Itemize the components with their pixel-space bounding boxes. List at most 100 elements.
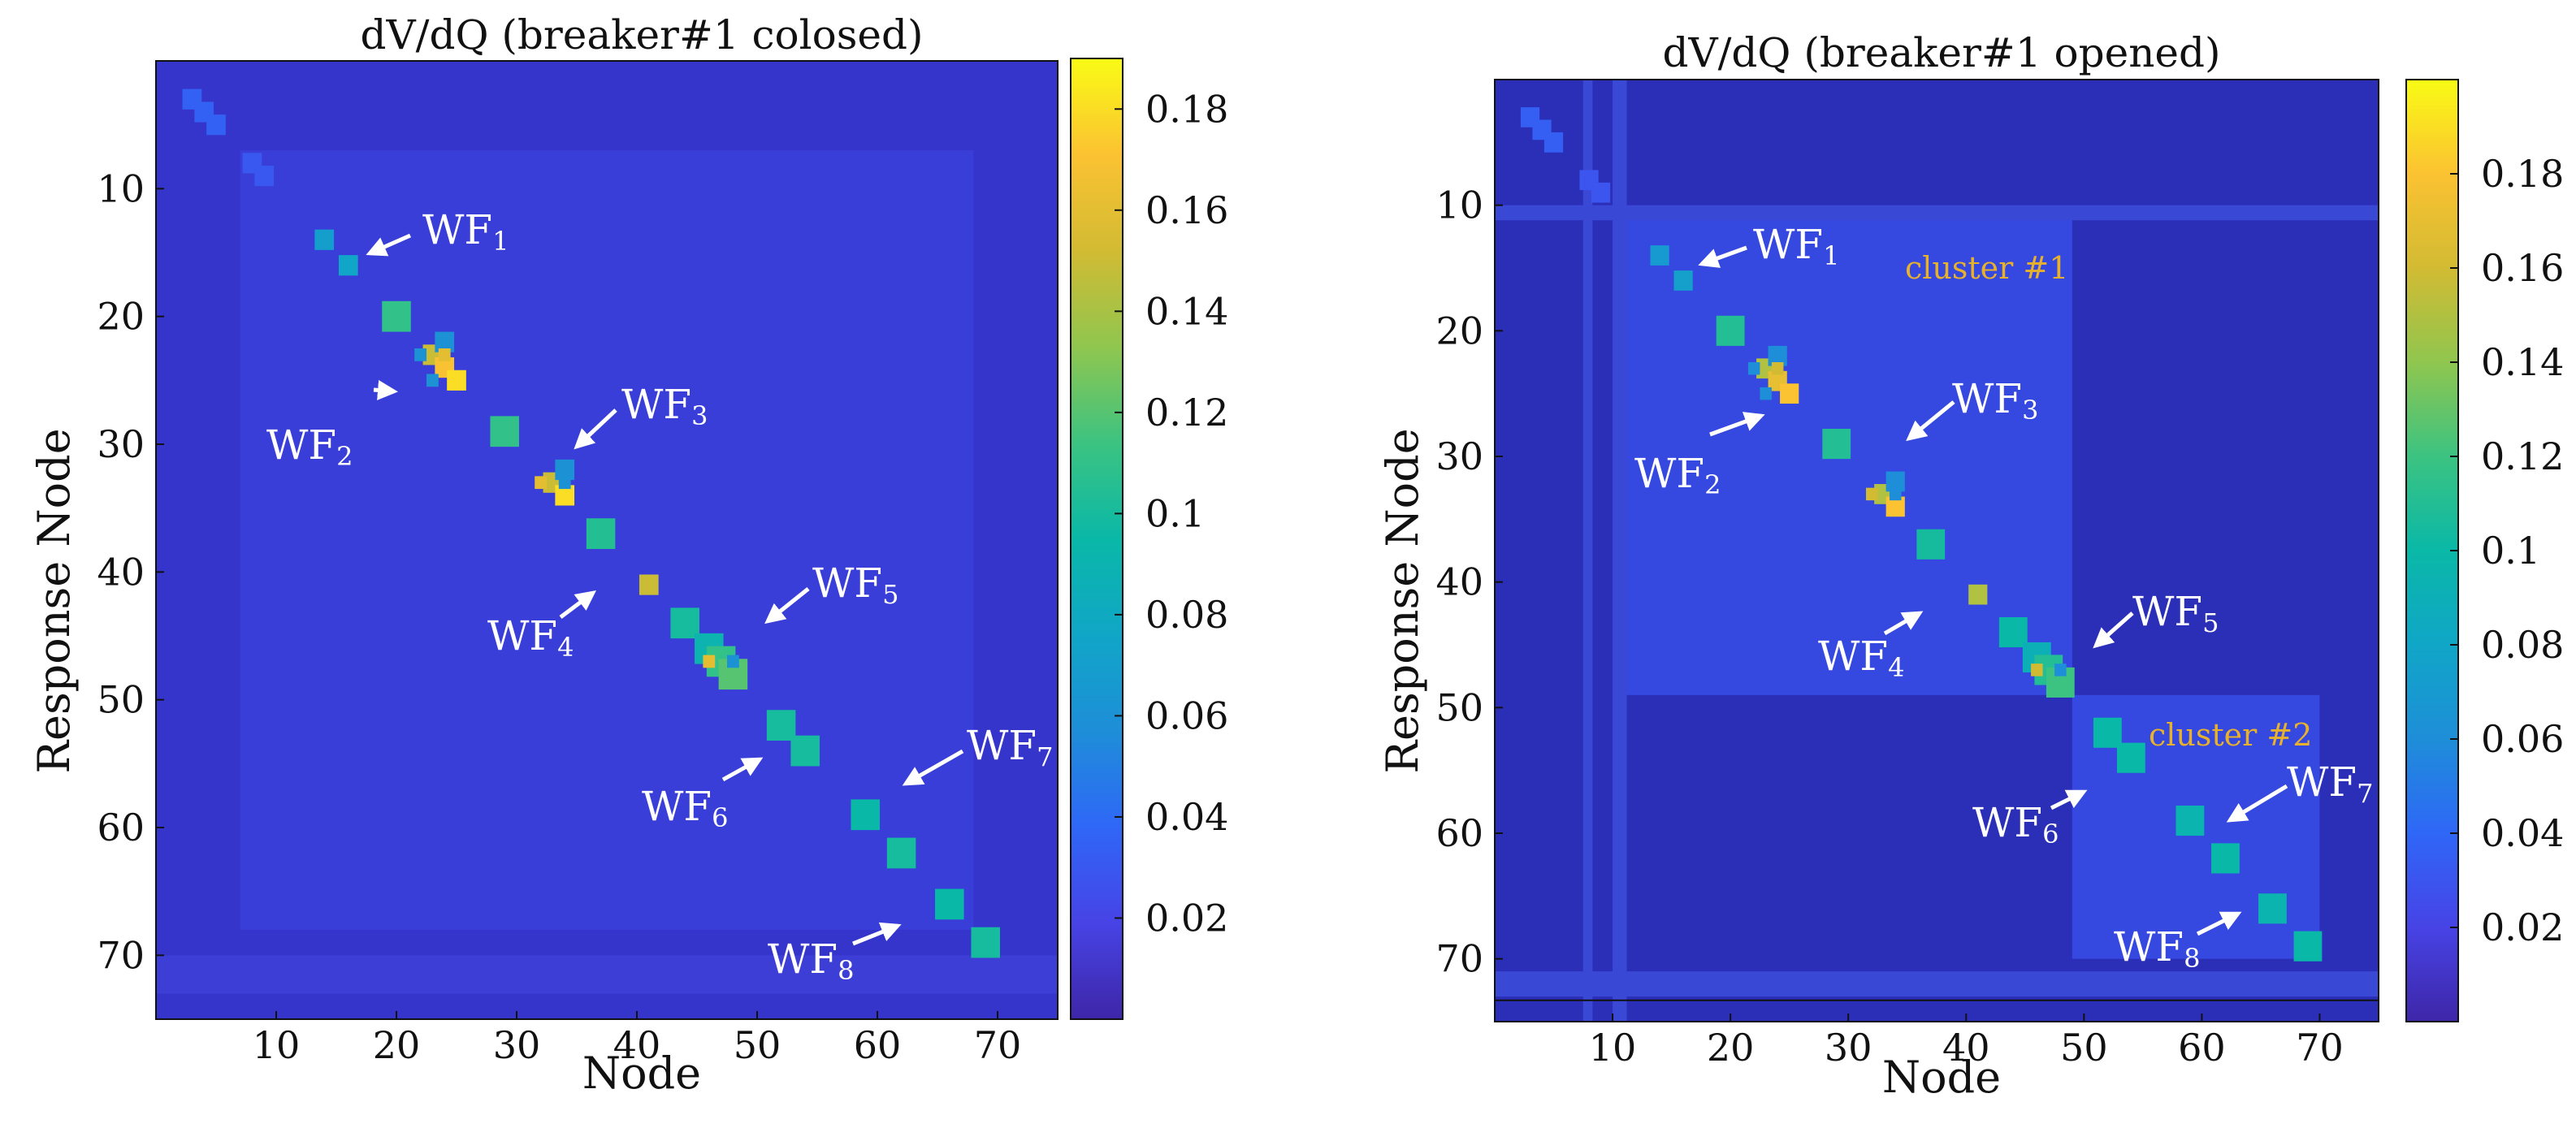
- colorbar-gradient: [1070, 58, 1123, 1020]
- colorbar-tick-label: 0.14: [2481, 340, 2564, 384]
- heatmap-cell: [1760, 387, 1772, 400]
- colorbar: 0.02 0.04 0.06 0.08 0.1 0.12 0.14 0.16 0.18: [2405, 79, 2564, 1022]
- annotation-label: WF4: [487, 612, 574, 663]
- heatmap-cell: [2176, 805, 2205, 836]
- heatmap-cell: [727, 655, 739, 668]
- x-tick-label: 10: [1589, 1026, 1637, 1070]
- annotation-label: WF5: [812, 560, 898, 610]
- heatmap-cell: [1673, 270, 1693, 291]
- x-tick-label: 40: [1942, 1026, 1990, 1070]
- y-tick-label: 20: [97, 295, 145, 339]
- annotation-arrow: [2093, 612, 2134, 649]
- annotation-label: WF8: [768, 936, 854, 986]
- colorbar: 0.02 0.04 0.06 0.08 0.1 0.12 0.14 0.16 0.18: [1070, 58, 1228, 1020]
- annotation-arrow: [559, 590, 596, 619]
- annotation-arrow: [1906, 400, 1955, 442]
- colorbar-tick-label: 0.12: [1145, 391, 1228, 434]
- annotations: WF1 WF2 WF3 WF4 WF5 WF6 WF7 WF8: [266, 206, 1053, 986]
- y-ticks: 10 20 30 40 50 60 70: [1435, 184, 1503, 981]
- heatmap-cell: [2116, 742, 2145, 773]
- heatmap-cell: [206, 115, 226, 136]
- annotation-label: WF3: [1952, 375, 2038, 426]
- heatmap-cell: [639, 574, 659, 595]
- heatmap-cell: [790, 735, 820, 767]
- annotation-label: WF1: [422, 206, 509, 257]
- annotation-label: WF6: [642, 783, 728, 833]
- annotation-label: WF7: [967, 722, 1053, 772]
- colorbar-gradient: [2405, 79, 2459, 1022]
- heatmap-cell: [1885, 496, 1905, 517]
- annotation-label: WF7: [2287, 758, 2373, 809]
- x-ticks: 10 20 30 40 50 60 70: [1589, 1013, 2344, 1070]
- heatmap-cell: [1747, 362, 1760, 375]
- x-axis-label: Node: [582, 1048, 701, 1099]
- colorbar-tick-label: 0.08: [1145, 593, 1228, 637]
- annotation-arrow: [366, 233, 412, 257]
- heatmap-cell: [558, 476, 571, 490]
- heatmap-cell: [886, 837, 916, 869]
- colorbar-tick-label: 0.14: [1145, 289, 1228, 333]
- annotation-label: WF6: [1972, 799, 2059, 849]
- heatmap-cell: [935, 888, 964, 920]
- x-tick-label: 70: [2296, 1026, 2344, 1070]
- colorbar-tick-label: 0.02: [1145, 896, 1228, 940]
- annotation-arrow: [373, 379, 398, 400]
- colorbar-tick-label: 0.12: [2481, 434, 2564, 478]
- annotation-arrow: [852, 922, 902, 946]
- y-tick-label: 60: [1435, 811, 1483, 855]
- y-axis-label: Response Node: [1377, 428, 1428, 773]
- heatmap-opened: dV/dQ (breaker#1 opened) 10 20 30 40 50 60 70 …: [1377, 29, 2564, 1103]
- annotation-label: WF5: [2132, 588, 2219, 638]
- y-tick-label: 50: [1435, 685, 1483, 729]
- heatmap-cell: [1968, 584, 1988, 605]
- x-ticks: 10 20 30 40 50 60 70: [253, 1011, 1022, 1067]
- cluster-label: cluster #2: [2149, 717, 2312, 753]
- heatmap-cell: [1716, 315, 1745, 346]
- heatmap-cell: [1865, 487, 1878, 501]
- heatmap-cell: [2054, 663, 2067, 676]
- x-tick-label: 20: [373, 1023, 421, 1067]
- y-tick-label: 70: [97, 933, 145, 977]
- y-axis-label: Response Node: [28, 428, 80, 773]
- heatmap-cell: [703, 655, 716, 668]
- heatmap-cell: [426, 374, 439, 387]
- colorbar-tick-label: 0.06: [1145, 694, 1228, 737]
- heatmap-cell: [2258, 893, 2287, 924]
- heatmap-cell: [1650, 245, 1669, 266]
- y-tick-label: 10: [1435, 184, 1483, 227]
- colorbar-tick-label: 0.04: [1145, 795, 1228, 839]
- colorbar-tick-label: 0.02: [2481, 905, 2564, 949]
- edge-strip: [156, 955, 1058, 994]
- x-tick-label: 40: [613, 1023, 661, 1067]
- annotation-arrow: [764, 587, 810, 625]
- heatmap-closed: dV/dQ (breaker#1 colosed) 10 20 30 40 50 60 70…: [28, 11, 1228, 1099]
- x-tick-label: 50: [2060, 1026, 2108, 1070]
- heatmap-cell: [1591, 182, 1611, 203]
- annotation-arrow: [2196, 911, 2242, 936]
- plot-frame: [155, 60, 1059, 1020]
- y-tick-label: 60: [97, 806, 145, 849]
- heatmap-cell: [1768, 345, 1787, 366]
- heatmap-cell: [1780, 383, 1799, 404]
- y-tick-label: 70: [1435, 937, 1483, 981]
- heatmap-cell: [447, 370, 466, 391]
- heatmap-cell: [1998, 616, 2028, 648]
- heatmap-cell: [535, 476, 547, 490]
- heatmap-cell: [851, 799, 880, 831]
- colorbar-tick-label: 0.18: [1145, 87, 1228, 131]
- heatmap-cell: [586, 518, 616, 550]
- colorbar-tick-label: 0.1: [2481, 529, 2540, 573]
- colorbar-tick-label: 0.18: [2481, 152, 2564, 196]
- heatmap-cell: [555, 485, 575, 506]
- chart-title: dV/dQ (breaker#1 opened): [1662, 29, 2220, 76]
- heatmap-cell: [1916, 529, 1946, 560]
- y-ticks: 10 20 30 40 50 60 70: [97, 166, 164, 977]
- annotation-arrow: [721, 757, 764, 782]
- heatmap-cell: [1885, 471, 1905, 492]
- x-tick-label: 30: [1825, 1026, 1872, 1070]
- annotation-arrow: [2226, 784, 2288, 823]
- x-tick-label: 70: [974, 1023, 1022, 1067]
- plot-area: [155, 60, 1059, 1020]
- cluster-label: cluster #1: [1905, 250, 2068, 286]
- heatmap-cell: [490, 416, 519, 447]
